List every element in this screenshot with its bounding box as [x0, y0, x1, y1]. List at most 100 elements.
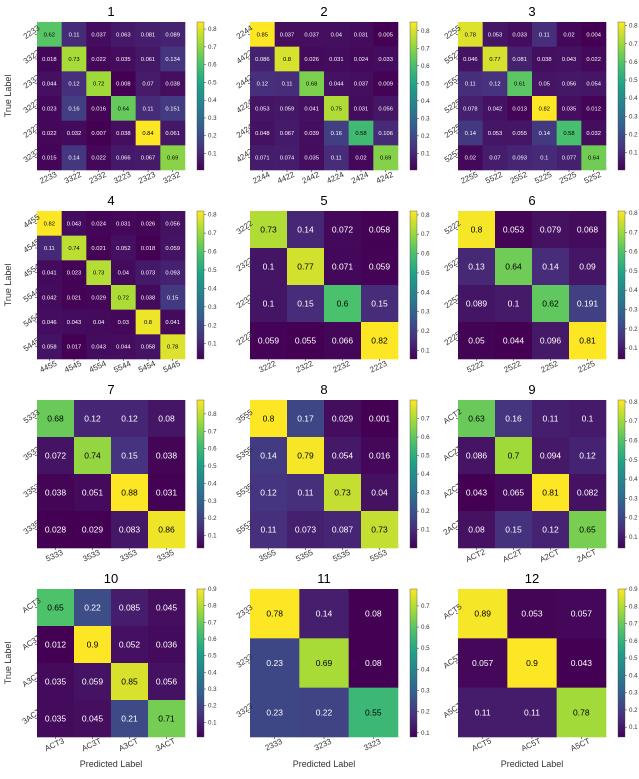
colorbar-tick-label: 0.7 — [421, 416, 430, 423]
x-tick-label: 2225 — [576, 359, 596, 375]
x-tick-label: A2CT — [538, 547, 560, 564]
colorbar-tick-label: 0.5 — [629, 655, 638, 662]
heatmap-cell — [482, 96, 508, 121]
heatmap-cell — [250, 211, 288, 249]
cell-value-label: 0.08 — [468, 524, 485, 534]
colorbar — [409, 210, 418, 360]
cell-value-label: 0.059 — [369, 261, 391, 271]
heatmap-cell — [274, 46, 300, 72]
heatmap-cell — [556, 22, 582, 47]
cell-value-label: 0.82 — [371, 335, 388, 345]
cell-value-label: 0.089 — [466, 298, 488, 308]
heatmap-cell — [299, 46, 325, 72]
cell-value-label: 0.09 — [579, 261, 596, 271]
cell-value-label: 0.8 — [144, 320, 152, 326]
heatmap-cell — [86, 96, 112, 121]
x-tick-label: 2244 — [251, 170, 271, 186]
x-axis-label: Predicted Label — [80, 759, 143, 769]
colorbar-tick-label: 0.4 — [208, 97, 217, 104]
heatmap-cell — [532, 474, 570, 512]
heatmap-cell — [482, 120, 508, 146]
heatmap-cell — [111, 235, 136, 261]
colorbar-tick-label: 0.2 — [629, 707, 638, 714]
cell-value-label: 0.052 — [116, 246, 131, 252]
colorbar-tick-label: 0.3 — [208, 686, 217, 693]
heatmap-cell — [160, 211, 186, 236]
cell-value-label: 0.038 — [116, 131, 131, 137]
heatmap-cell — [324, 71, 349, 97]
heatmap-cell — [111, 145, 136, 171]
colorbar-tick-label: 0.4 — [421, 98, 430, 105]
cell-value-label: 0.14 — [316, 609, 333, 619]
x-tick-label: AC3T — [80, 736, 102, 753]
colorbar-tick-label: 0.7 — [629, 229, 638, 236]
cell-value-label: 0.23 — [266, 707, 283, 717]
x-tick-label: 2233 — [38, 170, 58, 186]
colorbar-tick-label: 0.5 — [208, 267, 217, 274]
colorbar-tick-label: 0.7 — [208, 428, 217, 435]
heatmap-cell — [482, 22, 508, 47]
heatmap-cell — [111, 309, 136, 335]
colorbar-tick-label: 0.4 — [629, 95, 638, 102]
heatmap-cell — [135, 145, 161, 171]
cell-value-label: 0.043 — [91, 345, 106, 351]
colorbar-tick-label: 0.8 — [208, 212, 217, 219]
colorbar-tick-label: 0.8 — [208, 603, 217, 610]
heatmap-cell — [86, 71, 112, 97]
heatmap-cell — [581, 71, 607, 97]
colorbar-tick-label: 0.6 — [208, 446, 217, 453]
cell-value-label: 0.043 — [571, 658, 593, 668]
heatmap-cell — [37, 437, 75, 475]
cell-value-label: 0.1 — [508, 298, 520, 308]
cell-value-label: 0.031 — [156, 487, 178, 497]
cell-value-label: 0.053 — [503, 224, 525, 234]
heatmap-cell — [361, 437, 399, 475]
heatmap-cell — [507, 96, 533, 121]
cell-value-label: 0.11 — [44, 246, 55, 252]
cell-value-label: 0.032 — [586, 131, 601, 137]
colorbar-tick-label: 0.5 — [421, 645, 430, 652]
colorbar-tick-label: 0.2 — [208, 515, 217, 522]
x-tick-label: 2232 — [331, 359, 351, 375]
heatmap-cell — [324, 322, 362, 360]
panel-title: 8 — [320, 382, 327, 397]
heatmap-cell — [532, 437, 570, 475]
colorbar-tick-label: 0.6 — [208, 249, 217, 256]
cell-value-label: 0.64 — [588, 156, 600, 162]
heatmap-cell — [287, 474, 325, 512]
cell-value-label: 0.134 — [165, 57, 180, 63]
cell-value-label: 0.12 — [579, 450, 596, 460]
x-tick-label: A5CT — [569, 736, 591, 753]
heatmap-cell — [160, 46, 186, 72]
cell-value-label: 0.059 — [258, 335, 280, 345]
colorbar-tick-label: 0.4 — [208, 285, 217, 292]
heatmap-cell — [458, 46, 483, 72]
x-tick-label: ACT2 — [464, 547, 487, 564]
x-tick-label: 3222 — [257, 359, 277, 375]
heatmap-cell — [274, 120, 300, 146]
heatmap-cell — [160, 71, 186, 97]
heatmap-cell — [458, 474, 496, 512]
cell-value-label: 0.022 — [586, 57, 601, 63]
cell-value-label: 0.1 — [263, 261, 275, 271]
heatmap-cell — [556, 46, 582, 72]
cell-value-label: 0.058 — [141, 345, 156, 351]
confusion-matrix-1: 1 0.62 0.11 0.037 0.063 0.081 0.089 0.018 0.73 0.… — [3, 4, 217, 186]
heatmap-cell — [556, 589, 607, 639]
x-tick-label: 5535 — [331, 548, 351, 564]
x-tick-label: 2525 — [558, 170, 578, 186]
x-tick-label: 4242 — [375, 170, 395, 186]
cell-value-label: 0.045 — [156, 602, 178, 612]
heatmap-cell — [458, 687, 508, 738]
colorbar — [409, 399, 418, 549]
x-tick-label: 3322 — [63, 170, 83, 186]
colorbar-tick-label: 0.5 — [629, 268, 638, 275]
heatmap-cell — [569, 322, 607, 360]
colorbar-tick-label: 0.2 — [629, 515, 638, 522]
cell-value-label: 0.89 — [474, 609, 491, 619]
cell-value-label: 0.017 — [67, 345, 82, 351]
heatmap-cell — [74, 400, 112, 438]
colorbar — [196, 210, 205, 360]
cell-value-label: 0.022 — [42, 131, 57, 137]
